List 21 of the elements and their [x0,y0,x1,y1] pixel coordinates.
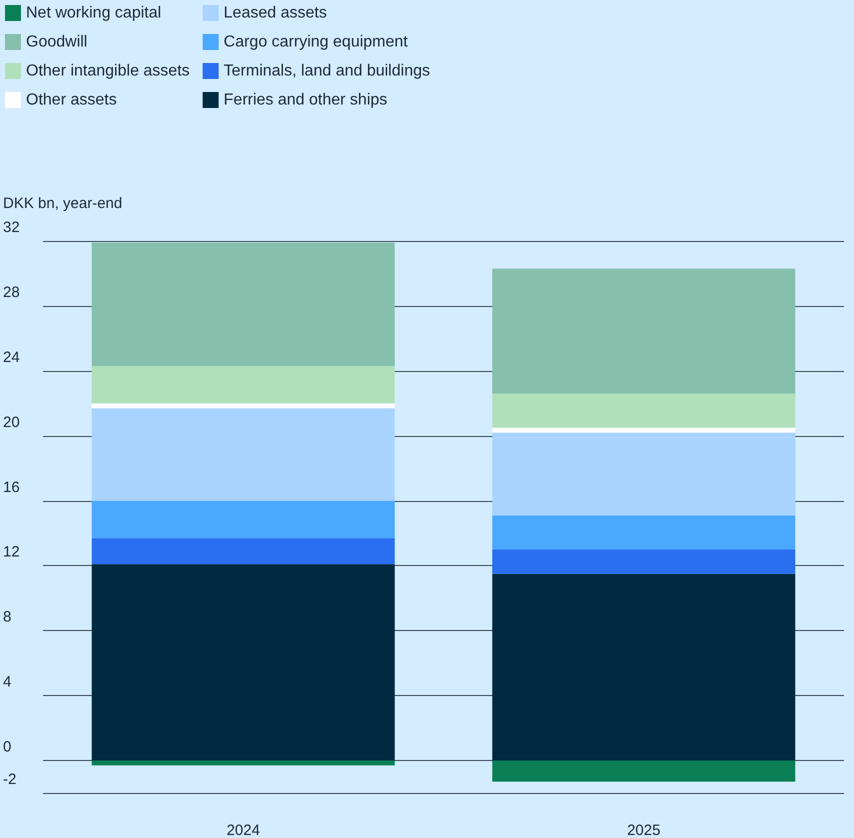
y-tick-label: 0 [3,738,12,756]
y-tick-label: 12 [3,544,20,561]
x-tick-label: 2025 [627,822,660,838]
legend-label: Other intangible assets [26,62,190,80]
legend-label: Other assets [26,92,117,108]
legend-label: Net working capital [26,4,162,22]
y-tick-label: 16 [3,478,20,496]
y-tick-label: 28 [3,284,20,301]
y-tick-label: 8 [3,608,12,626]
x-tick-label: 2024 [226,822,260,838]
y-tick-label: 4 [3,674,12,691]
legend-label: Goodwill [26,34,88,50]
y-tick-label: 24 [3,348,20,366]
legend-label: Cargo carrying equipment [224,34,408,50]
legend-label: Ferries and other ships [224,92,388,108]
y-tick-label: 32 [3,219,20,236]
legend-label: Terminals, land and buildings [224,62,430,80]
y-tick-label: -2 [3,771,16,788]
y-tick-label: 20 [3,414,20,431]
y-axis-title: DKK bn, year-end [3,195,122,212]
legend-label: Leased assets [224,4,327,22]
